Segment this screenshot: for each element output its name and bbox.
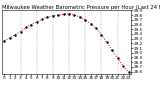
Text: Milwaukee Weather Barometric Pressure per Hour (Last 24 Hours): Milwaukee Weather Barometric Pressure pe… xyxy=(2,5,160,10)
